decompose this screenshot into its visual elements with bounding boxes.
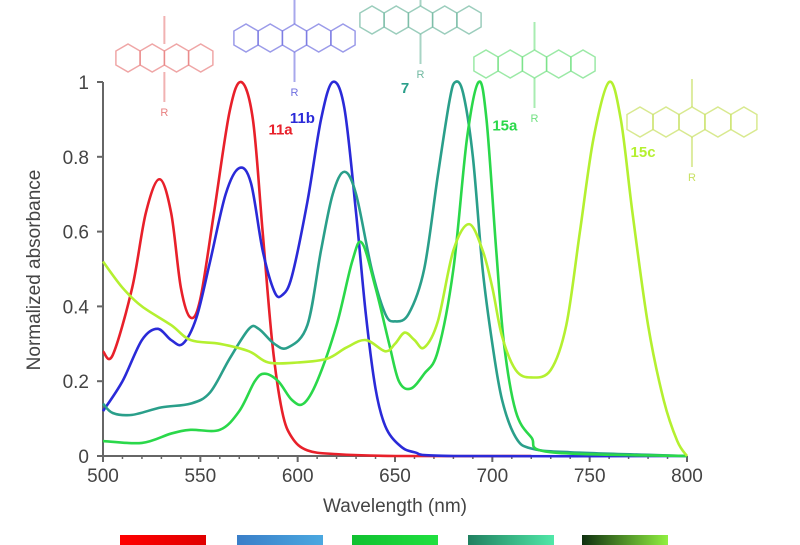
ring bbox=[187, 43, 214, 73]
series-line-11b bbox=[101, 80, 688, 458]
r-group-label: R bbox=[291, 87, 299, 99]
ring bbox=[521, 49, 548, 79]
ring bbox=[497, 49, 524, 79]
ring bbox=[407, 5, 434, 35]
y-tick-label: 0.2 bbox=[63, 372, 89, 393]
y-axis-label: Normalized absorbance bbox=[24, 170, 45, 371]
molecular-structures: R R R R R bbox=[115, 0, 758, 184]
ring bbox=[281, 23, 308, 53]
y-tick-label: 0 bbox=[78, 447, 89, 468]
ring bbox=[233, 23, 259, 53]
ring bbox=[305, 23, 332, 53]
x-tick-label: 750 bbox=[574, 466, 606, 487]
ring bbox=[626, 106, 654, 138]
ring bbox=[330, 23, 356, 53]
x-tick-label: 800 bbox=[671, 466, 703, 487]
x-tick-label: 600 bbox=[282, 466, 314, 487]
series-line-11a bbox=[102, 80, 532, 458]
r-group-label: R bbox=[160, 107, 168, 119]
x-tick-label: 500 bbox=[87, 466, 119, 487]
ring bbox=[257, 23, 284, 53]
ring bbox=[163, 43, 190, 73]
ring bbox=[431, 5, 458, 35]
y-tick-label: 0.8 bbox=[63, 148, 89, 169]
series-label-11b: 11b bbox=[290, 110, 315, 127]
ring bbox=[730, 106, 758, 138]
ring bbox=[652, 106, 680, 138]
x-axis-label: Wavelength (nm) bbox=[323, 496, 467, 517]
x-tick-label: 700 bbox=[476, 466, 508, 487]
molecule-structure: R bbox=[233, 0, 356, 99]
y-tick-label: 1 bbox=[78, 73, 89, 94]
color-swatch bbox=[120, 535, 206, 545]
r-group-label: R bbox=[531, 113, 539, 125]
color-swatch bbox=[468, 535, 554, 545]
x-tick-label: 550 bbox=[184, 466, 216, 487]
color-swatch bbox=[237, 535, 323, 545]
ring bbox=[545, 49, 572, 79]
ring bbox=[570, 49, 596, 79]
y-tick-label: 0.4 bbox=[63, 297, 90, 318]
axes: 500 550 600 650 700 750 800 0 0.2 0.4 0.6 0.8 1 bbox=[63, 73, 703, 487]
series-label-15c: 15c bbox=[631, 144, 656, 161]
ring bbox=[359, 5, 385, 35]
molecule-structure: R bbox=[473, 22, 596, 125]
series-label-11a: 11a bbox=[268, 121, 293, 138]
r-group-label: R bbox=[688, 172, 696, 184]
color-swatches bbox=[120, 535, 668, 545]
color-swatch bbox=[582, 535, 668, 545]
series-label-7: 7 bbox=[401, 80, 409, 97]
ring bbox=[704, 106, 732, 138]
ring bbox=[678, 106, 706, 138]
molecule-structure: R bbox=[359, 0, 482, 81]
y-tick-label: 0.6 bbox=[63, 223, 89, 244]
ring bbox=[473, 49, 499, 79]
series-line-7 bbox=[102, 80, 688, 458]
series-label-15a: 15a bbox=[492, 118, 518, 135]
series-line-15c bbox=[101, 80, 689, 457]
color-swatch bbox=[352, 535, 438, 545]
ring bbox=[456, 5, 482, 35]
r-group-label: R bbox=[417, 69, 425, 81]
ring bbox=[115, 43, 141, 73]
x-tick-label: 650 bbox=[379, 466, 411, 487]
series-line-15a bbox=[102, 80, 688, 458]
series-lines bbox=[101, 80, 689, 458]
molecule-structure: R bbox=[626, 79, 758, 184]
ring bbox=[383, 5, 410, 35]
ring bbox=[139, 43, 166, 73]
molecule-structure: R bbox=[115, 16, 214, 119]
